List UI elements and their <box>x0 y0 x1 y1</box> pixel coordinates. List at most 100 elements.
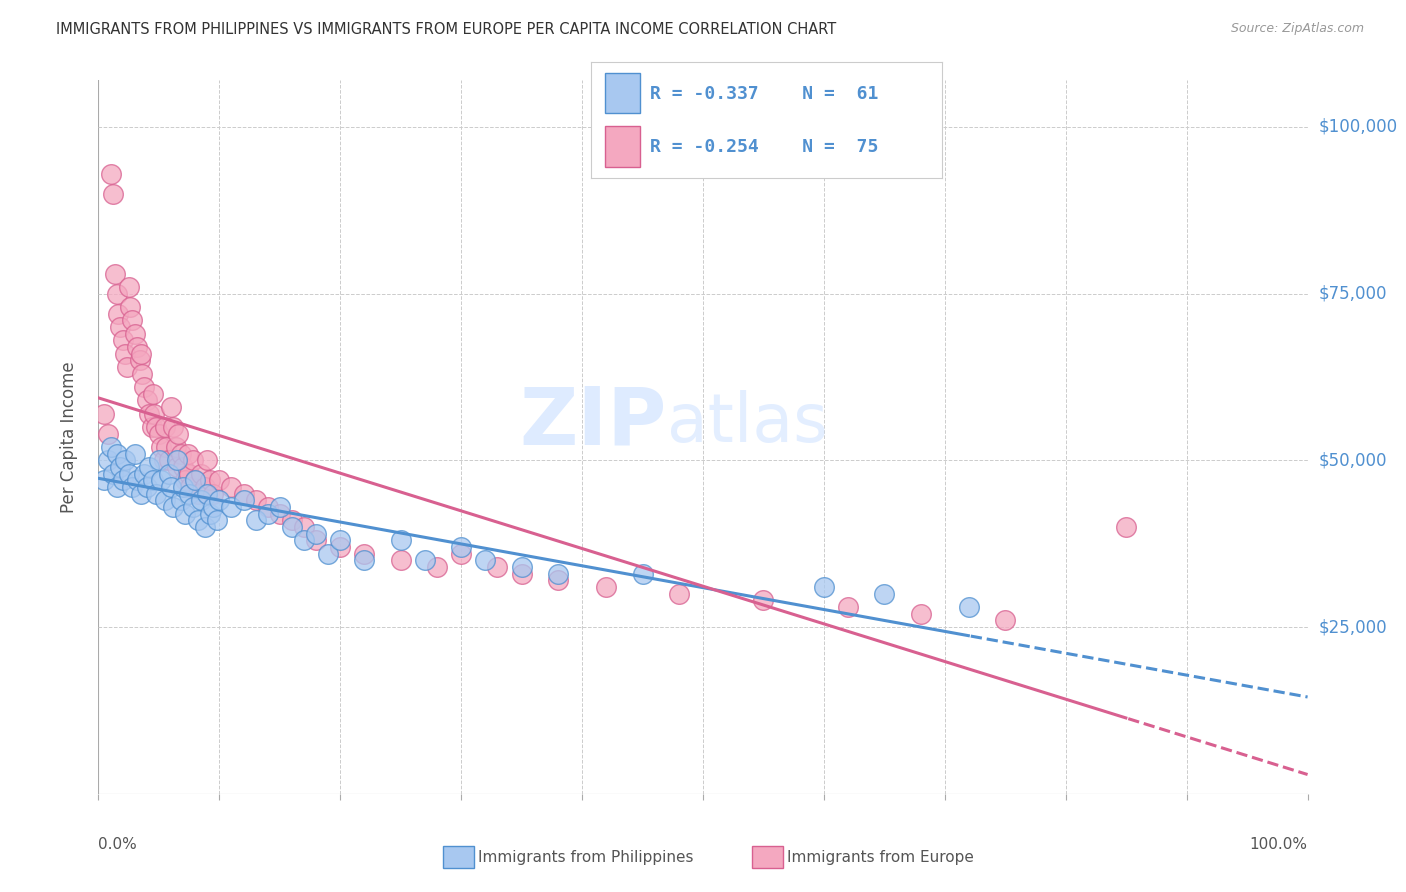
Point <box>111 474 134 488</box>
Text: 100.0%: 100.0% <box>1250 837 1308 852</box>
Text: $50,000: $50,000 <box>1319 451 1388 469</box>
Text: Source: ZipAtlas.com: Source: ZipAtlas.com <box>1230 22 1364 36</box>
Point <box>155 440 177 454</box>
Point <box>150 474 173 488</box>
Point <box>128 353 150 368</box>
Point <box>148 426 170 441</box>
Point <box>205 513 228 527</box>
Point <box>127 474 149 488</box>
Point <box>157 453 180 467</box>
Point <box>256 507 278 521</box>
Point <box>174 507 197 521</box>
Point <box>595 580 617 594</box>
Point <box>245 493 267 508</box>
Text: atlas: atlas <box>666 390 828 456</box>
Point <box>121 480 143 494</box>
Point <box>198 474 221 488</box>
Point <box>118 300 141 314</box>
Point <box>389 553 412 567</box>
Point <box>100 440 122 454</box>
Point <box>160 480 183 494</box>
Text: Immigrants from Europe: Immigrants from Europe <box>787 850 974 864</box>
Text: IMMIGRANTS FROM PHILIPPINES VS IMMIGRANTS FROM EUROPE PER CAPITA INCOME CORRELAT: IMMIGRANTS FROM PHILIPPINES VS IMMIGRANT… <box>56 22 837 37</box>
Point <box>256 500 278 515</box>
Bar <box>605 73 640 113</box>
Point <box>114 347 136 361</box>
Point <box>124 326 146 341</box>
Point <box>208 474 231 488</box>
Point <box>117 359 139 374</box>
Point <box>169 493 191 508</box>
Point <box>121 313 143 327</box>
Point <box>129 487 152 501</box>
Point <box>194 480 217 494</box>
Point <box>752 593 775 607</box>
Point <box>232 487 254 501</box>
Point <box>221 500 243 515</box>
Point <box>198 507 221 521</box>
Point <box>111 334 134 348</box>
Point <box>281 520 304 534</box>
Point <box>162 420 184 434</box>
Point <box>143 407 166 421</box>
Point <box>135 480 157 494</box>
Point <box>181 453 204 467</box>
Text: $75,000: $75,000 <box>1319 285 1388 302</box>
Point <box>167 426 190 441</box>
Point <box>118 280 141 294</box>
Point <box>316 547 339 561</box>
Point <box>172 480 194 494</box>
Point <box>221 480 243 494</box>
Text: $25,000: $25,000 <box>1319 618 1388 636</box>
Point <box>281 513 304 527</box>
Point <box>172 460 194 475</box>
Point <box>202 487 225 501</box>
Text: ZIP: ZIP <box>519 384 666 462</box>
Point <box>187 513 209 527</box>
Point <box>232 493 254 508</box>
Point <box>329 533 352 548</box>
Point <box>162 500 184 515</box>
Point <box>177 467 201 481</box>
Point <box>145 487 167 501</box>
Point <box>142 474 165 488</box>
Point <box>353 547 375 561</box>
Point <box>101 186 124 201</box>
Point <box>127 340 149 354</box>
Text: R = -0.254    N =  75: R = -0.254 N = 75 <box>650 138 879 156</box>
Point <box>108 320 131 334</box>
Point <box>105 480 128 494</box>
Point <box>305 526 328 541</box>
Point <box>108 460 131 475</box>
Point <box>547 566 569 581</box>
Text: Immigrants from Philippines: Immigrants from Philippines <box>478 850 693 864</box>
Point <box>169 447 191 461</box>
Point <box>157 467 180 481</box>
Point <box>187 487 209 501</box>
Y-axis label: Per Capita Income: Per Capita Income <box>59 361 77 513</box>
Point <box>837 600 859 615</box>
Point <box>104 267 127 281</box>
Text: 0.0%: 0.0% <box>98 837 138 852</box>
Point <box>129 347 152 361</box>
Point <box>450 547 472 561</box>
Point <box>426 560 449 574</box>
Point <box>152 453 174 467</box>
Point <box>668 587 690 601</box>
Point <box>873 587 896 601</box>
Point <box>450 540 472 554</box>
Point <box>910 607 932 621</box>
Point <box>97 453 120 467</box>
Point <box>134 380 156 394</box>
Point <box>177 487 201 501</box>
Point <box>101 467 124 481</box>
Point <box>93 474 115 488</box>
Point <box>245 513 267 527</box>
Text: $100,000: $100,000 <box>1319 118 1398 136</box>
Point <box>269 500 291 515</box>
Point <box>100 167 122 181</box>
Point <box>329 540 352 554</box>
Point <box>150 440 173 454</box>
Point <box>474 553 496 567</box>
Point <box>184 474 207 488</box>
